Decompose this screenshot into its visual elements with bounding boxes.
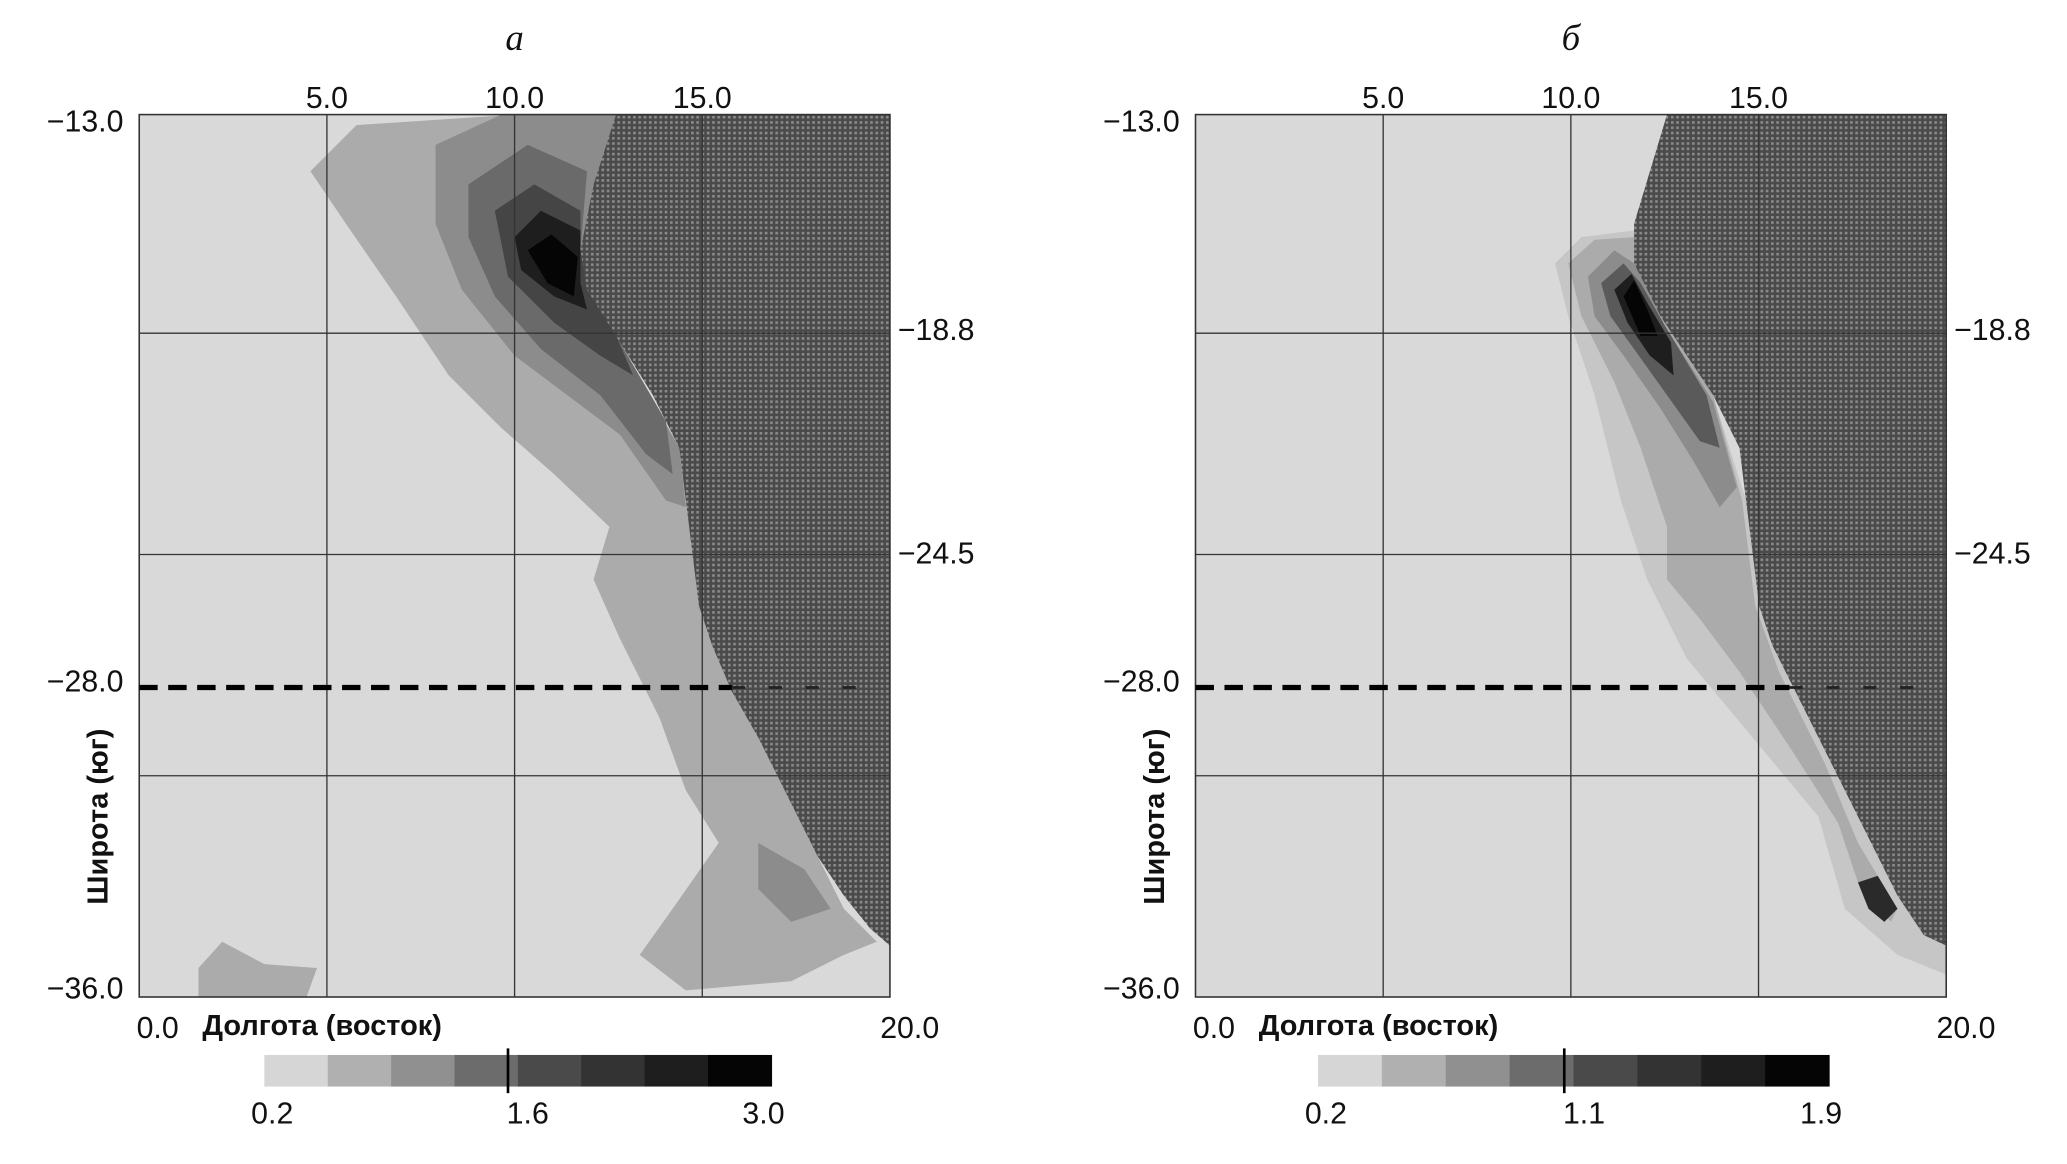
contour [758, 842, 831, 922]
colorbar-segment [1701, 1054, 1766, 1087]
colorbar-segment [391, 1054, 456, 1087]
y-axis-title: Широта (юг) [83, 729, 115, 905]
colorbar-segment [1445, 1054, 1511, 1087]
y-tick-label: −28.0 [1103, 665, 1180, 698]
colorbar-label: 1.9 [1800, 1097, 1842, 1130]
colorbar-segment [1573, 1054, 1639, 1087]
x-tick-label: 20.0 [1936, 1012, 1995, 1045]
x-tick-label: 5.0 [1362, 82, 1404, 115]
colorbar-label: 0.2 [1305, 1097, 1347, 1130]
x-tick-label: 10.0 [485, 82, 544, 115]
y-tick-label: −18.8 [1954, 314, 2031, 347]
colorbar-segment [644, 1054, 709, 1087]
colorbar-segment [1765, 1054, 1830, 1087]
colorbar-segment [1637, 1054, 1702, 1087]
map-frame [138, 113, 891, 998]
colorbar-label: 3.0 [742, 1097, 784, 1130]
x-tick-label: 5.0 [306, 82, 348, 115]
contour [198, 941, 318, 998]
y-tick-label: −18.8 [898, 314, 975, 347]
colorbar-segment [581, 1054, 646, 1087]
y-tick-label: −13.0 [1103, 106, 1180, 139]
contour [1623, 280, 1658, 336]
x-tick-label: 20.0 [880, 1012, 939, 1045]
y-axis-title: Широта (юг) [1139, 729, 1171, 905]
y-tick-label: −36.0 [47, 972, 124, 1005]
contour [1857, 875, 1898, 922]
contour [527, 234, 578, 297]
land [580, 114, 890, 946]
x-tick-label: 15.0 [1729, 82, 1788, 115]
x-tick-label: 0.0 [1193, 1012, 1235, 1045]
colorbar-label: 0.2 [251, 1097, 293, 1130]
colorbar-segment [1317, 1054, 1383, 1087]
colorbar-label: 1.6 [507, 1097, 549, 1130]
colorbar-segment [327, 1054, 392, 1087]
x-tick-label: 15.0 [673, 82, 732, 115]
land [1634, 114, 1947, 946]
map-frame [1194, 113, 1948, 998]
contour [1568, 237, 1898, 922]
y-tick-label: −24.5 [898, 538, 975, 571]
x-tick-label: 10.0 [1541, 82, 1600, 115]
panel-label: а [505, 17, 523, 58]
colorbar-segment [1381, 1054, 1447, 1087]
y-tick-label: −28.0 [47, 665, 124, 698]
colorbar-segment [517, 1054, 582, 1087]
y-tick-label: −24.5 [1954, 538, 2031, 571]
panel-label: б [1562, 17, 1582, 58]
y-tick-label: −36.0 [1103, 972, 1180, 1005]
colorbar-segment [708, 1054, 773, 1087]
colorbar-label: 1.1 [1563, 1097, 1605, 1130]
x-axis-title: Долгота (восток) [202, 1010, 442, 1042]
x-tick-label: 0.0 [137, 1012, 179, 1045]
x-axis-title: Долгота (восток) [1259, 1010, 1499, 1042]
y-tick-label: −13.0 [47, 106, 124, 139]
colorbar-segment [264, 1054, 329, 1087]
